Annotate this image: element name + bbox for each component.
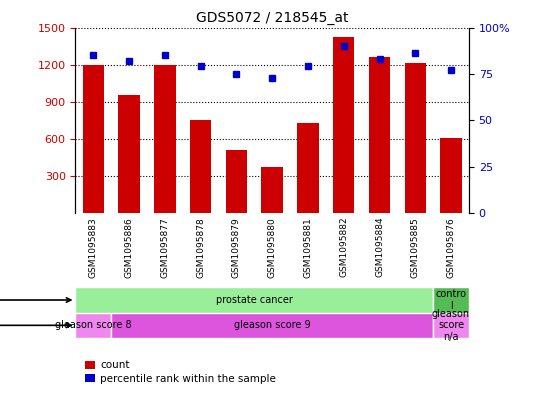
- Bar: [119, 95, 140, 213]
- Text: gleason score 8: gleason score 8: [55, 320, 132, 331]
- Bar: [190, 120, 211, 213]
- Bar: [82, 65, 104, 213]
- Bar: [333, 37, 355, 213]
- Bar: [369, 57, 390, 213]
- Bar: [440, 138, 462, 213]
- Text: other: other: [0, 320, 71, 331]
- Bar: [154, 64, 176, 213]
- Text: GSM1095880: GSM1095880: [268, 217, 277, 277]
- Text: gleason score 9: gleason score 9: [234, 320, 310, 331]
- Text: GSM1095883: GSM1095883: [89, 217, 98, 277]
- Bar: [433, 313, 469, 338]
- Legend: count, percentile rank within the sample: count, percentile rank within the sample: [81, 356, 280, 388]
- Text: disease state: disease state: [0, 295, 71, 305]
- Title: GDS5072 / 218545_at: GDS5072 / 218545_at: [196, 11, 348, 25]
- Text: GSM1095878: GSM1095878: [196, 217, 205, 277]
- Bar: [226, 150, 247, 213]
- Bar: [433, 287, 469, 313]
- Text: GSM1095881: GSM1095881: [303, 217, 313, 277]
- Bar: [297, 123, 319, 213]
- Text: GSM1095885: GSM1095885: [411, 217, 420, 277]
- Text: GSM1095877: GSM1095877: [161, 217, 169, 277]
- Bar: [261, 167, 283, 213]
- Text: GSM1095879: GSM1095879: [232, 217, 241, 277]
- Text: contro
l: contro l: [436, 289, 467, 311]
- Text: GSM1095882: GSM1095882: [339, 217, 348, 277]
- Text: prostate cancer: prostate cancer: [216, 295, 293, 305]
- Text: gleason
score
n/a: gleason score n/a: [432, 309, 470, 342]
- Bar: [75, 313, 111, 338]
- Bar: [111, 313, 433, 338]
- Bar: [405, 63, 426, 213]
- Text: GSM1095876: GSM1095876: [446, 217, 455, 277]
- Text: GSM1095884: GSM1095884: [375, 217, 384, 277]
- Text: GSM1095886: GSM1095886: [125, 217, 134, 277]
